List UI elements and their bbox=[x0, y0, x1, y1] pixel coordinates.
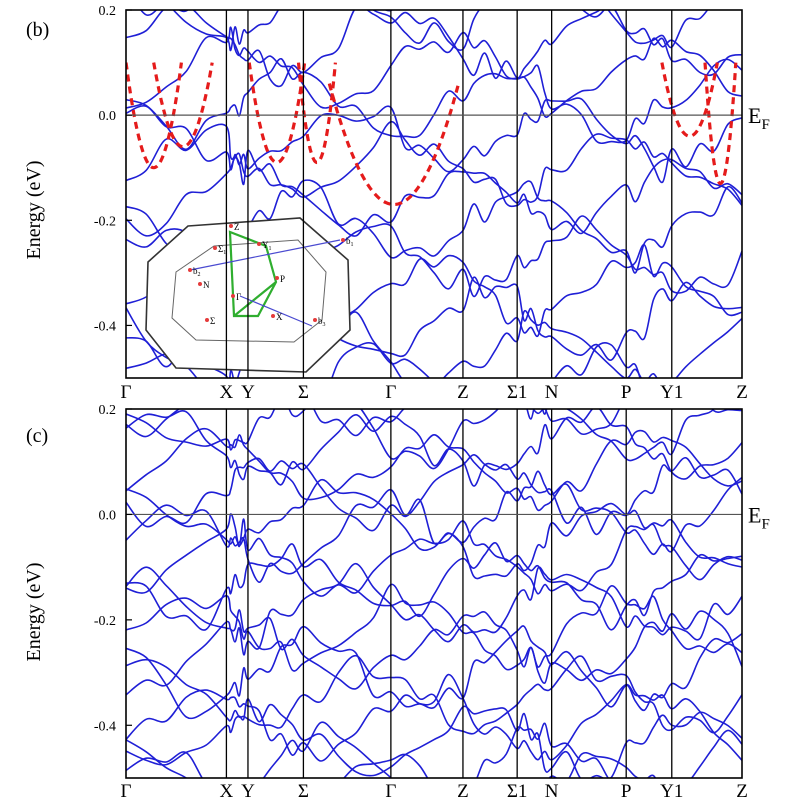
inset-point bbox=[205, 318, 209, 322]
band-line bbox=[126, 673, 742, 762]
inset-point bbox=[275, 276, 279, 280]
x-tick-label: Z bbox=[457, 382, 469, 403]
inset-point bbox=[341, 238, 345, 242]
band-line bbox=[126, 26, 742, 119]
band-line bbox=[126, 542, 742, 631]
y-tick-label: -0.2 bbox=[94, 614, 116, 629]
fit-curve bbox=[327, 83, 461, 207]
plot-frame bbox=[125, 408, 743, 779]
x-tick-label: Σ1 bbox=[507, 781, 528, 800]
band-line bbox=[126, 609, 742, 696]
x-tick-label: Σ1 bbox=[507, 382, 528, 403]
fit-curve bbox=[126, 62, 183, 170]
inset-label: X bbox=[276, 312, 283, 322]
x-tick-label: Z bbox=[736, 382, 748, 403]
fit-curve bbox=[296, 62, 337, 165]
inset-label: b2 bbox=[193, 266, 201, 278]
inset-label: P bbox=[280, 274, 285, 284]
x-tick-label: Z bbox=[736, 781, 748, 800]
inset-label-sub: 1 bbox=[223, 250, 226, 256]
band-line bbox=[126, 562, 742, 656]
y-tick-label: -0.4 bbox=[94, 719, 116, 734]
x-tick-label: Γ bbox=[121, 382, 132, 403]
fermi-label-sub: F bbox=[761, 516, 769, 532]
inset-inner bbox=[171, 239, 327, 343]
inset-label-sub: 3 bbox=[323, 322, 326, 328]
y-axis-label: Energy (eV) bbox=[23, 160, 45, 259]
y-tick-label: -0.2 bbox=[94, 214, 116, 229]
y-axis-label: Energy (eV) bbox=[23, 562, 45, 661]
inset-point bbox=[198, 282, 202, 286]
band-line bbox=[139, 10, 606, 18]
inset-label: Γ bbox=[236, 292, 241, 302]
panel-label: (c) bbox=[26, 425, 48, 447]
inset-label-sub: 2 bbox=[198, 272, 201, 278]
x-tick-label: Γ bbox=[121, 781, 132, 800]
inset-label: Σ1 bbox=[218, 244, 226, 256]
x-tick-label: X bbox=[220, 382, 234, 403]
x-tick-label: Y bbox=[241, 382, 255, 403]
inset-axes bbox=[189, 239, 341, 327]
inset-point bbox=[188, 268, 192, 272]
inset-point bbox=[271, 314, 275, 318]
band-line bbox=[126, 698, 742, 778]
plot-frame bbox=[125, 9, 743, 379]
brillouin-zone-inset: Z Y1 Σ1 N P Σ X Γb1 b2 b3 bbox=[145, 217, 354, 373]
fermi-label-sub: F bbox=[761, 117, 769, 133]
band-line bbox=[126, 58, 742, 151]
inset-label: N bbox=[203, 280, 210, 290]
band-line bbox=[126, 453, 742, 536]
fit-curve bbox=[703, 62, 738, 186]
x-tick-label: Y1 bbox=[660, 382, 683, 403]
x-tick-label: P bbox=[621, 781, 632, 800]
inset-point bbox=[257, 242, 261, 246]
inset-label-sub: 1 bbox=[269, 246, 272, 252]
inset-label: Y1 bbox=[262, 240, 272, 252]
band-line bbox=[126, 409, 742, 487]
inset-point bbox=[229, 224, 233, 228]
x-tick-label: Γ bbox=[385, 781, 396, 800]
y-tick-label: 0.2 bbox=[99, 403, 117, 418]
band-line bbox=[126, 121, 742, 208]
x-tick-label: N bbox=[545, 781, 559, 800]
inset-label: Z bbox=[234, 222, 240, 232]
x-tick-label: N bbox=[545, 382, 559, 403]
x-tick-label: P bbox=[621, 382, 632, 403]
y-tick-label: -0.4 bbox=[94, 319, 116, 334]
fermi-label: EF bbox=[748, 502, 770, 532]
x-tick-label: Y bbox=[241, 781, 255, 800]
band-line bbox=[126, 751, 657, 778]
x-tick-label: Y1 bbox=[660, 781, 683, 800]
x-tick-label: Γ bbox=[385, 382, 396, 403]
x-tick-label: Σ bbox=[298, 781, 309, 800]
x-tick-label: Σ bbox=[298, 382, 309, 403]
panel-c: 0.2 0.0 -0.2 -0.4 Γ X Y Σ Γ Z Σ1 N P Y1 Z Energy (eV) (c… bbox=[23, 403, 770, 800]
inset-point bbox=[231, 294, 235, 298]
inset-label: Σ bbox=[210, 316, 215, 326]
inset-label-sub: 1 bbox=[351, 242, 354, 248]
y-tick-label: 0.2 bbox=[99, 4, 117, 19]
band-line bbox=[172, 10, 709, 52]
x-tick-label: X bbox=[220, 781, 234, 800]
inset-point bbox=[213, 246, 217, 250]
fit-curve bbox=[152, 62, 214, 149]
band-line bbox=[126, 625, 742, 720]
inset-label: b1 bbox=[346, 236, 354, 248]
panel-label: (b) bbox=[26, 19, 49, 41]
x-tick-label: Z bbox=[457, 781, 469, 800]
inset-point bbox=[313, 318, 317, 322]
inset-label: b3 bbox=[318, 316, 326, 328]
y-tick-label: 0.0 bbox=[99, 508, 117, 523]
band-line bbox=[126, 489, 742, 583]
y-tick-label: 0.0 bbox=[99, 109, 117, 124]
band-line bbox=[126, 583, 742, 672]
fermi-label: EF bbox=[748, 103, 770, 133]
